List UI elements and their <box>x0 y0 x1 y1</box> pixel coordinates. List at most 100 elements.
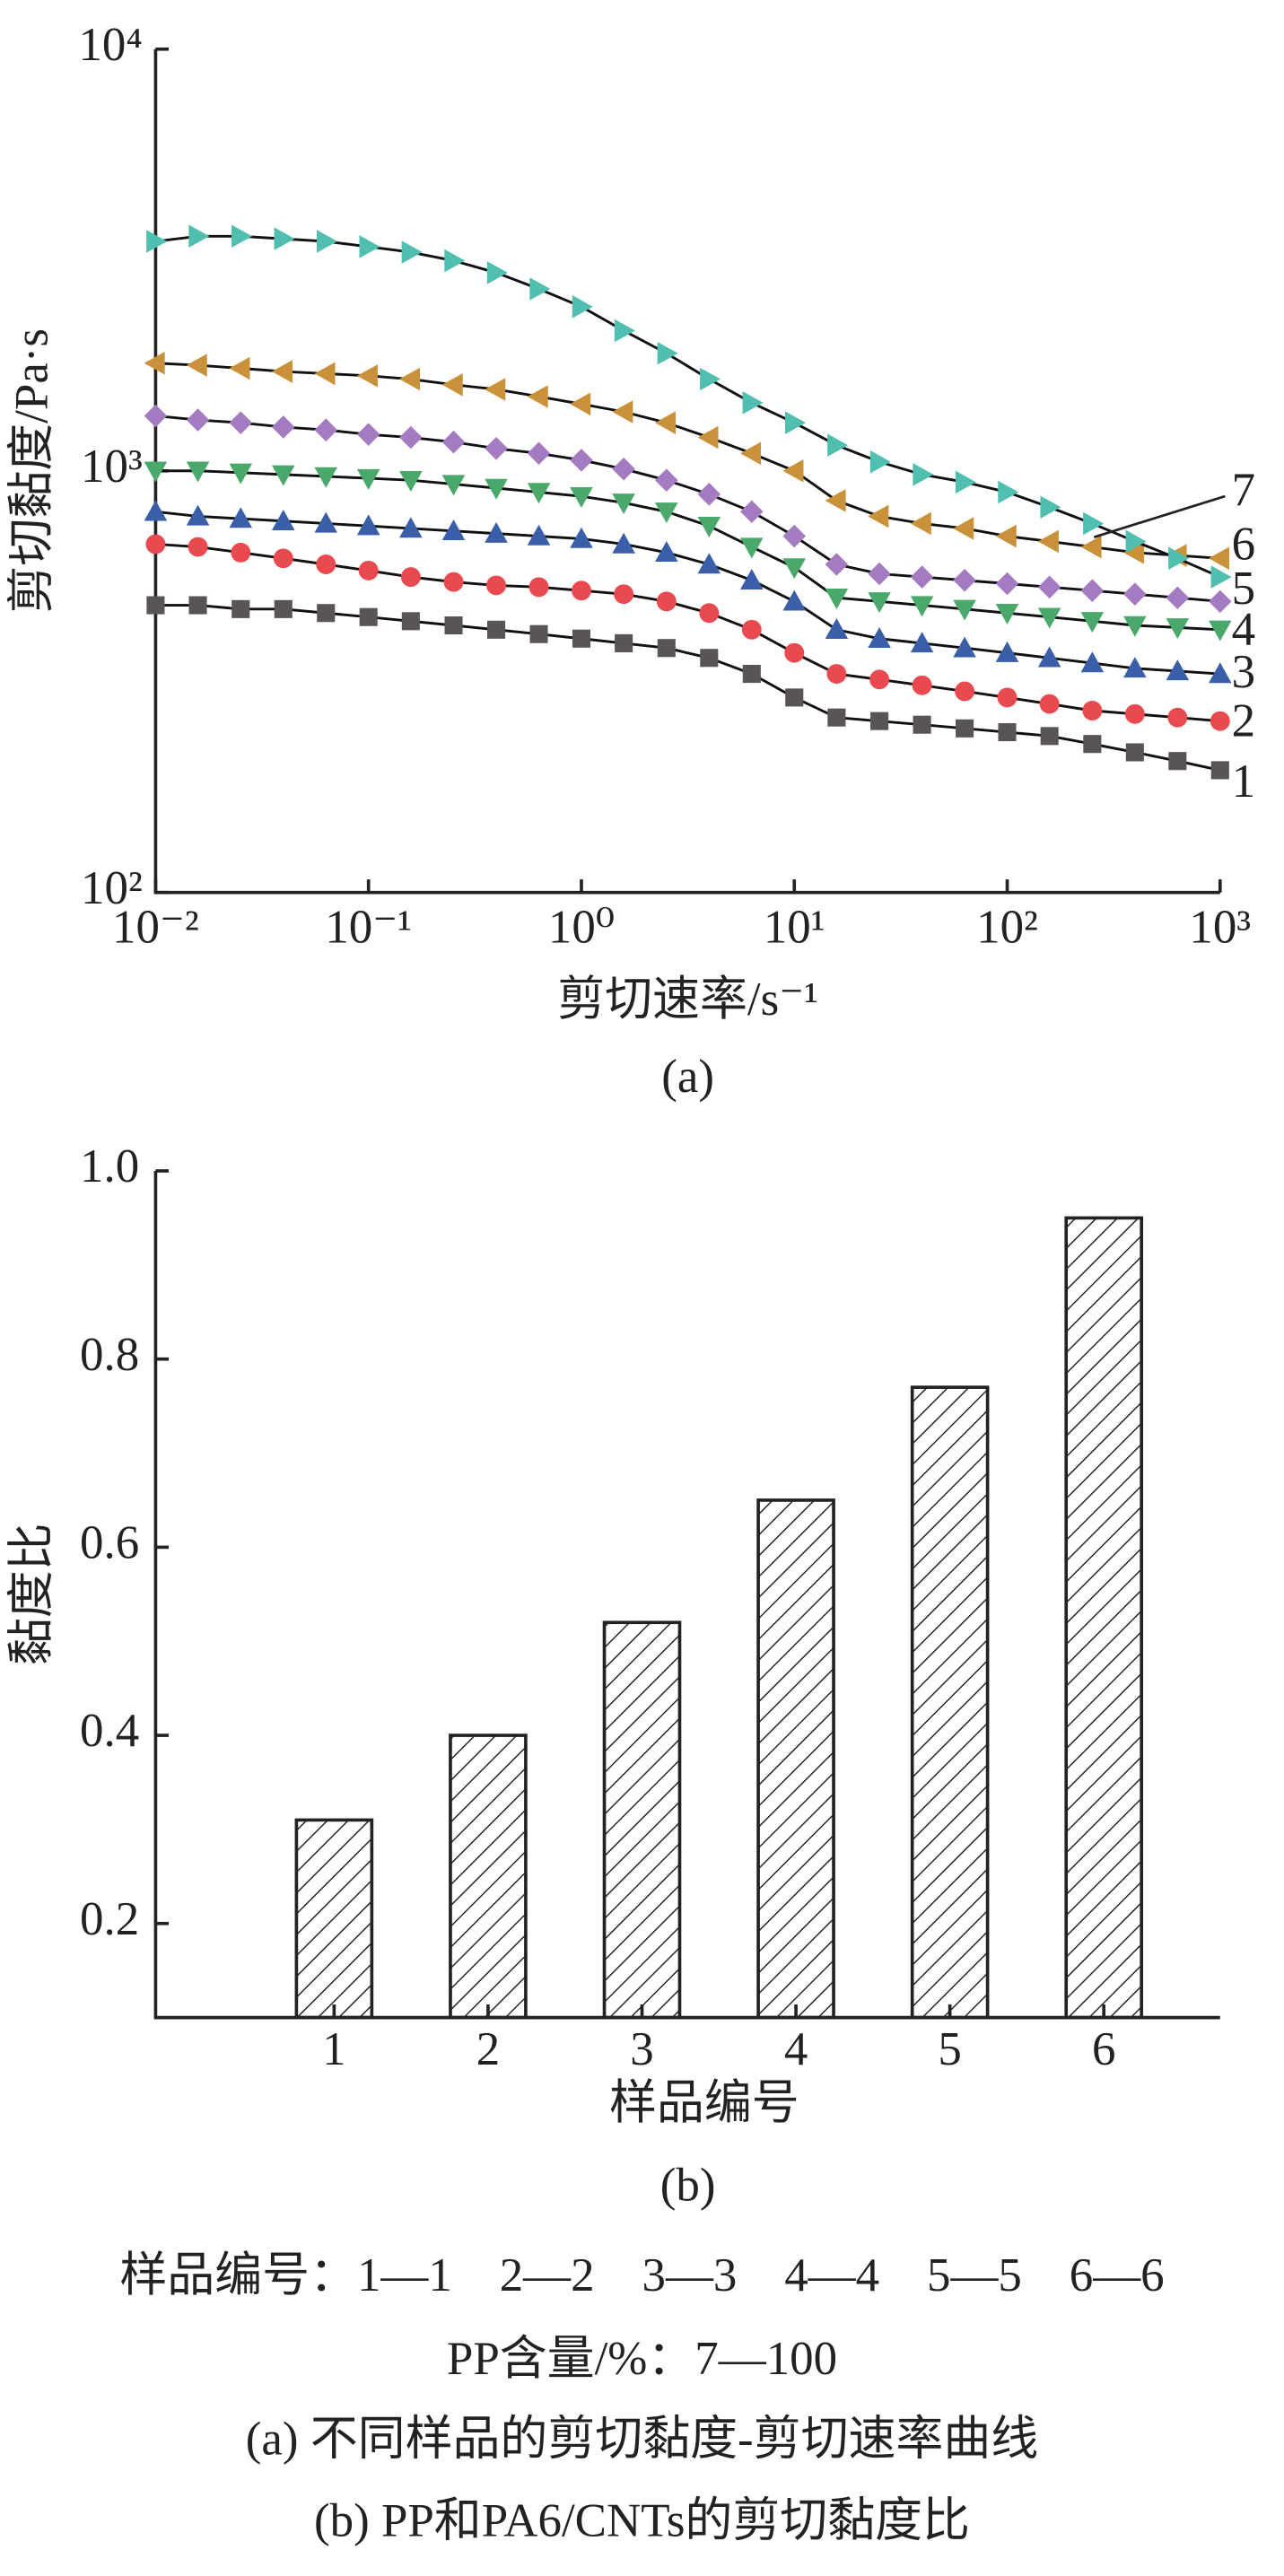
marker <box>1209 546 1230 571</box>
marker <box>444 616 463 635</box>
marker <box>186 408 210 432</box>
marker <box>740 441 762 466</box>
marker <box>314 362 336 386</box>
marker <box>271 465 295 486</box>
marker <box>441 475 466 496</box>
marker <box>399 470 423 492</box>
marker <box>782 558 807 580</box>
marker <box>1037 575 1061 599</box>
marker <box>527 385 548 408</box>
marker <box>231 224 253 249</box>
marker <box>615 633 633 652</box>
marker <box>486 620 506 639</box>
marker <box>572 295 593 319</box>
marker <box>1166 659 1190 681</box>
marker <box>868 504 889 528</box>
marker <box>229 507 253 528</box>
marker <box>528 577 549 598</box>
marker <box>229 411 253 434</box>
marker <box>697 483 721 506</box>
marker <box>1209 620 1232 642</box>
marker <box>399 367 421 391</box>
marker <box>614 584 634 605</box>
marker <box>145 534 166 554</box>
marker <box>188 224 210 249</box>
marker <box>655 468 678 492</box>
marker <box>655 502 678 524</box>
marker <box>740 568 764 589</box>
marker <box>1080 651 1105 673</box>
x-tick-label: 10⁻² <box>112 902 199 954</box>
marker <box>1209 589 1232 614</box>
marker <box>572 629 591 648</box>
marker <box>444 249 466 273</box>
marker <box>1083 511 1105 536</box>
series-label: 7 <box>1232 464 1255 516</box>
marker <box>955 681 975 702</box>
marker <box>700 367 721 391</box>
marker <box>144 404 168 428</box>
marker <box>782 458 804 483</box>
marker <box>740 500 764 524</box>
marker <box>271 415 295 439</box>
bar <box>910 1385 990 2020</box>
y-tick-label: 10⁴ <box>78 19 142 71</box>
marker <box>317 230 338 253</box>
marker <box>441 430 466 454</box>
marker <box>825 618 849 640</box>
marker <box>527 524 551 546</box>
note: (b) PP和PA6/CNTs的剪切黏度比 <box>314 2495 970 2547</box>
marker <box>995 641 1019 662</box>
marker <box>1040 495 1061 520</box>
marker <box>1123 541 1145 564</box>
marker <box>1123 657 1147 678</box>
marker <box>570 449 593 472</box>
marker <box>572 581 591 601</box>
marker <box>271 509 295 530</box>
marker <box>998 722 1017 742</box>
marker <box>274 599 293 618</box>
marker <box>742 391 764 415</box>
y-tick-label: 0.8 <box>80 1329 139 1381</box>
marker <box>612 457 635 481</box>
marker <box>401 612 420 631</box>
marker <box>1082 701 1103 720</box>
marker <box>186 461 210 483</box>
marker <box>612 493 635 515</box>
marker <box>486 261 508 284</box>
marker <box>356 423 380 446</box>
bar <box>294 1818 374 2020</box>
marker <box>144 500 168 521</box>
marker <box>785 688 804 707</box>
bar <box>756 1498 835 2020</box>
marker <box>188 596 207 615</box>
marker <box>144 351 165 375</box>
marker <box>1166 586 1190 609</box>
series-line <box>155 543 1220 723</box>
x-axis-label: 样品编号 <box>609 2077 799 2129</box>
marker <box>825 489 846 512</box>
marker <box>1080 579 1105 602</box>
marker <box>657 639 676 658</box>
marker <box>399 425 423 450</box>
marker <box>657 341 678 365</box>
marker <box>1168 752 1187 771</box>
marker <box>527 483 551 504</box>
marker <box>188 537 208 557</box>
marker <box>910 632 934 653</box>
series-line <box>155 415 1220 603</box>
marker <box>1124 703 1145 724</box>
marker <box>612 400 633 424</box>
series-label: 1 <box>1232 755 1255 808</box>
marker <box>869 450 891 474</box>
marker <box>614 319 635 343</box>
marker <box>956 719 974 738</box>
marker <box>953 568 976 592</box>
marker <box>697 425 719 450</box>
marker <box>869 669 890 690</box>
marker <box>359 235 380 258</box>
marker <box>995 604 1019 625</box>
y-tick-label: 0.4 <box>80 1705 139 1757</box>
marker <box>953 636 976 658</box>
marker <box>1168 546 1190 571</box>
